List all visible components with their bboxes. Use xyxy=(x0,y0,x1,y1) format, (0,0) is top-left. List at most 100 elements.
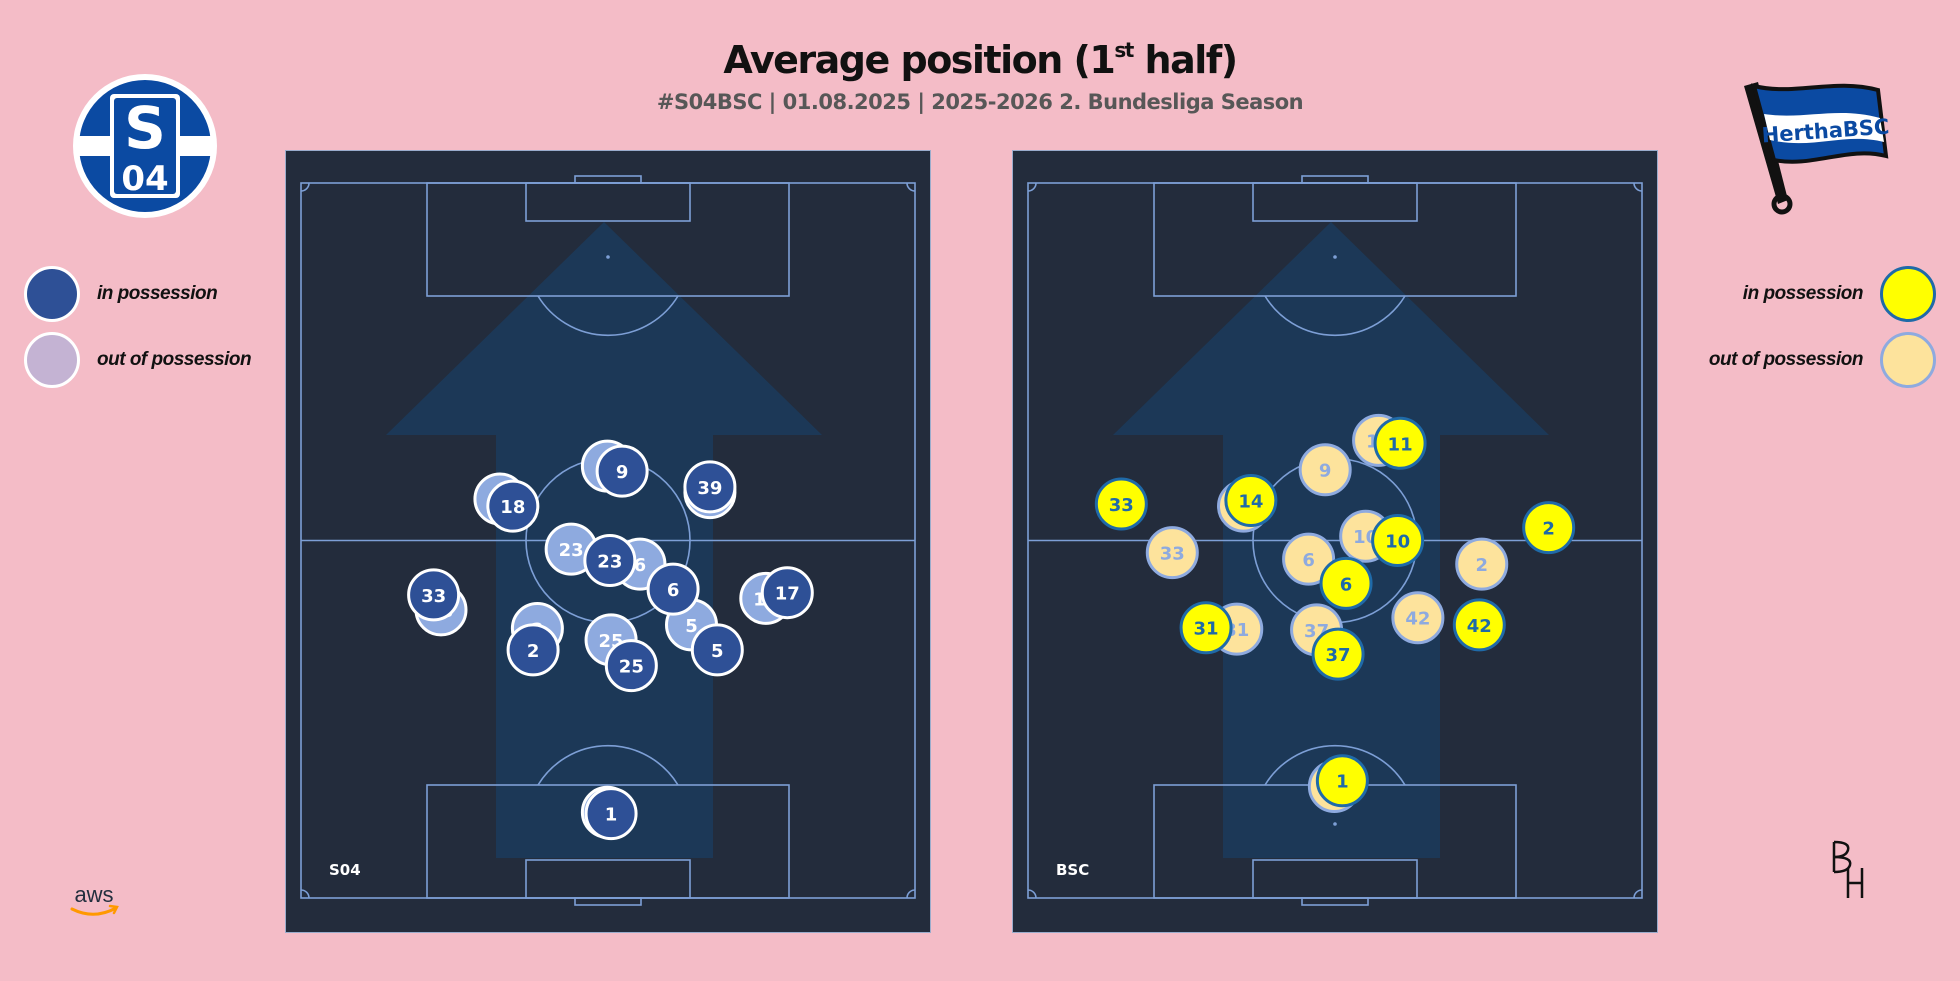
player-number-in-possession: 18 xyxy=(500,497,525,518)
player-dot-out-of-possession xyxy=(1391,591,1445,645)
player-number-out-of-possession: 5 xyxy=(685,616,698,637)
player-dot-out-of-possession xyxy=(1282,532,1336,586)
player-dot-in-possession xyxy=(1319,556,1373,610)
away-pitch: BSC12691011143133374212610111431333742 xyxy=(1012,150,1658,933)
player-number-in-possession: 1 xyxy=(1336,772,1349,793)
player-dot-in-possession xyxy=(486,479,540,533)
pitch-team-label: S04 xyxy=(329,861,361,879)
player-marker-out-of-possession-33: 33 xyxy=(1145,526,1199,580)
player-marker-in-possession-25: 25 xyxy=(604,639,658,693)
top-penalty-arc xyxy=(1264,295,1406,337)
player-number-in-possession: 14 xyxy=(1238,491,1263,512)
player-marker-in-possession-6: 6 xyxy=(1319,556,1373,610)
legend-away-in-possession: in possession xyxy=(1743,266,1936,322)
player-marker-in-possession-23: 23 xyxy=(583,534,637,588)
player-dot-in-possession xyxy=(760,566,814,620)
player-dot-in-possession xyxy=(1373,416,1427,470)
player-number-out-of-possession: 33 xyxy=(1160,544,1185,565)
player-number-in-possession: 11 xyxy=(1388,434,1413,455)
legend-away-in-dot xyxy=(1880,266,1936,322)
player-dot-in-possession xyxy=(1179,601,1233,655)
player-marker-in-possession-2: 2 xyxy=(1522,501,1576,555)
player-number-in-possession: 6 xyxy=(667,580,680,601)
top-goal xyxy=(1301,175,1369,184)
chart-subtitle: #S04BSC | 01.08.2025 | 2025-2026 2. Bund… xyxy=(656,90,1304,114)
player-dot-in-possession xyxy=(1315,754,1369,808)
player-number-in-possession: 25 xyxy=(619,657,644,678)
player-marker-in-possession-42: 42 xyxy=(1452,598,1506,652)
player-number-in-possession: 2 xyxy=(1542,519,1555,540)
top-goal xyxy=(574,175,642,184)
player-dot-out-of-possession xyxy=(1145,526,1199,580)
pitch-svg: BSC12691011143133374212610111431333742 xyxy=(1012,150,1658,933)
pitch-team-label: BSC xyxy=(1056,861,1089,879)
title-main: Average position (1 xyxy=(723,38,1116,82)
player-marker-in-possession-37: 37 xyxy=(1311,627,1365,681)
player-number-out-of-possession: 42 xyxy=(1405,609,1430,630)
home-pitch: S041256917182325333912569171823253339 xyxy=(285,150,931,933)
pitch-svg: S041256917182325333912569171823253339 xyxy=(285,150,931,933)
player-marker-out-of-possession-6: 6 xyxy=(1282,532,1336,586)
player-marker-out-of-possession-2: 2 xyxy=(1455,537,1509,591)
player-dot-in-possession xyxy=(1094,477,1148,531)
player-dot-in-possession xyxy=(1224,473,1278,527)
player-dot-in-possession xyxy=(1371,514,1425,567)
corner-arc xyxy=(906,889,916,899)
player-number-in-possession: 39 xyxy=(697,478,722,499)
player-number-in-possession: 33 xyxy=(1109,495,1134,516)
player-marker-in-possession-2: 2 xyxy=(506,623,560,677)
player-dot-in-possession xyxy=(1452,598,1506,652)
player-dot-in-possession xyxy=(604,639,658,693)
hertha-flag-icon: HerthaBSC xyxy=(1744,82,1890,215)
player-marker-in-possession-6: 6 xyxy=(646,562,700,616)
aws-logo-icon: aws xyxy=(70,882,119,916)
player-number-in-possession: 23 xyxy=(597,552,622,573)
player-marker-in-possession-39: 39 xyxy=(683,460,737,514)
player-marker-in-possession-17: 17 xyxy=(760,566,814,620)
bottom-penalty-arc xyxy=(537,744,679,786)
aws-logo-text: aws xyxy=(74,882,113,907)
legend-away-out-of-possession: out of possession xyxy=(1709,332,1936,388)
corner-arc xyxy=(300,182,310,192)
bottom-penalty-spot xyxy=(1333,822,1337,826)
corner-arc xyxy=(1633,889,1643,899)
player-number-in-possession: 42 xyxy=(1467,616,1492,637)
corner-arc xyxy=(1027,889,1037,899)
player-marker-in-possession-9: 9 xyxy=(595,444,649,498)
player-marker-in-possession-33: 33 xyxy=(1094,477,1148,531)
player-marker-in-possession-11: 11 xyxy=(1373,416,1427,470)
bottom-goal xyxy=(1301,897,1369,906)
schalke-crest-icon: S 04 xyxy=(73,74,217,218)
player-dot-in-possession xyxy=(407,568,461,622)
player-dot-in-possession xyxy=(595,444,649,498)
player-dot-in-possession xyxy=(646,562,700,616)
player-marker-out-of-possession-42: 42 xyxy=(1391,591,1445,645)
player-marker-out-of-possession-9: 9 xyxy=(1298,443,1352,497)
legend-home-in-label: in possession xyxy=(97,283,218,304)
player-number-in-possession: 31 xyxy=(1194,619,1219,640)
player-dot-in-possession xyxy=(690,623,744,677)
player-number-in-possession: 2 xyxy=(527,641,540,662)
legend-away-in-label: in possession xyxy=(1742,283,1864,304)
player-marker-in-possession-10: 10 xyxy=(1371,514,1425,567)
chart-title: Average position (1st half) xyxy=(0,38,1960,82)
player-number-out-of-possession: 2 xyxy=(1475,555,1488,576)
legend-home-in-dot xyxy=(24,266,80,322)
legend-away-out-dot xyxy=(1880,332,1936,388)
player-dot-in-possession xyxy=(683,460,737,514)
player-dot-in-possession xyxy=(506,623,560,677)
corner-arc xyxy=(300,889,310,899)
player-dot-in-possession xyxy=(1522,501,1576,555)
schalke-crest-s: S xyxy=(124,94,166,162)
player-number-out-of-possession: 23 xyxy=(559,540,584,561)
top-penalty-spot xyxy=(1333,255,1337,259)
corner-arc xyxy=(906,182,916,192)
player-number-in-possession: 10 xyxy=(1385,532,1410,553)
player-marker-in-possession-1: 1 xyxy=(584,787,638,841)
player-number-in-possession: 37 xyxy=(1326,645,1351,666)
top-penalty-spot xyxy=(606,255,610,259)
player-number-in-possession: 33 xyxy=(421,586,446,607)
player-marker-in-possession-14: 14 xyxy=(1224,473,1278,527)
player-dot-in-possession xyxy=(1311,627,1365,681)
legend-home-out-of-possession: out of possession xyxy=(24,332,252,388)
